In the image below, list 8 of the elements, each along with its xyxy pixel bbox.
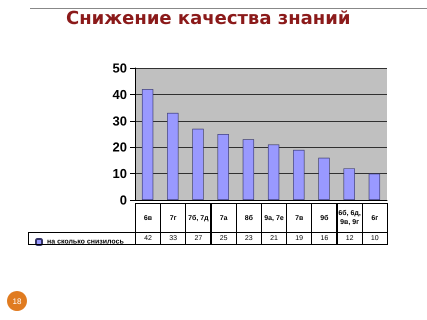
y-tick-label: 10 [112, 166, 127, 182]
y-tick-label: 0 [120, 192, 127, 208]
y-tick-label: 50 [112, 60, 127, 76]
y-tick-label: 40 [112, 86, 127, 102]
y-tick-label: 20 [112, 140, 127, 155]
y-tick-label: 30 [112, 113, 127, 128]
chart-title: Снижение качества знаний [66, 8, 350, 29]
text: 18 [7, 291, 27, 311]
